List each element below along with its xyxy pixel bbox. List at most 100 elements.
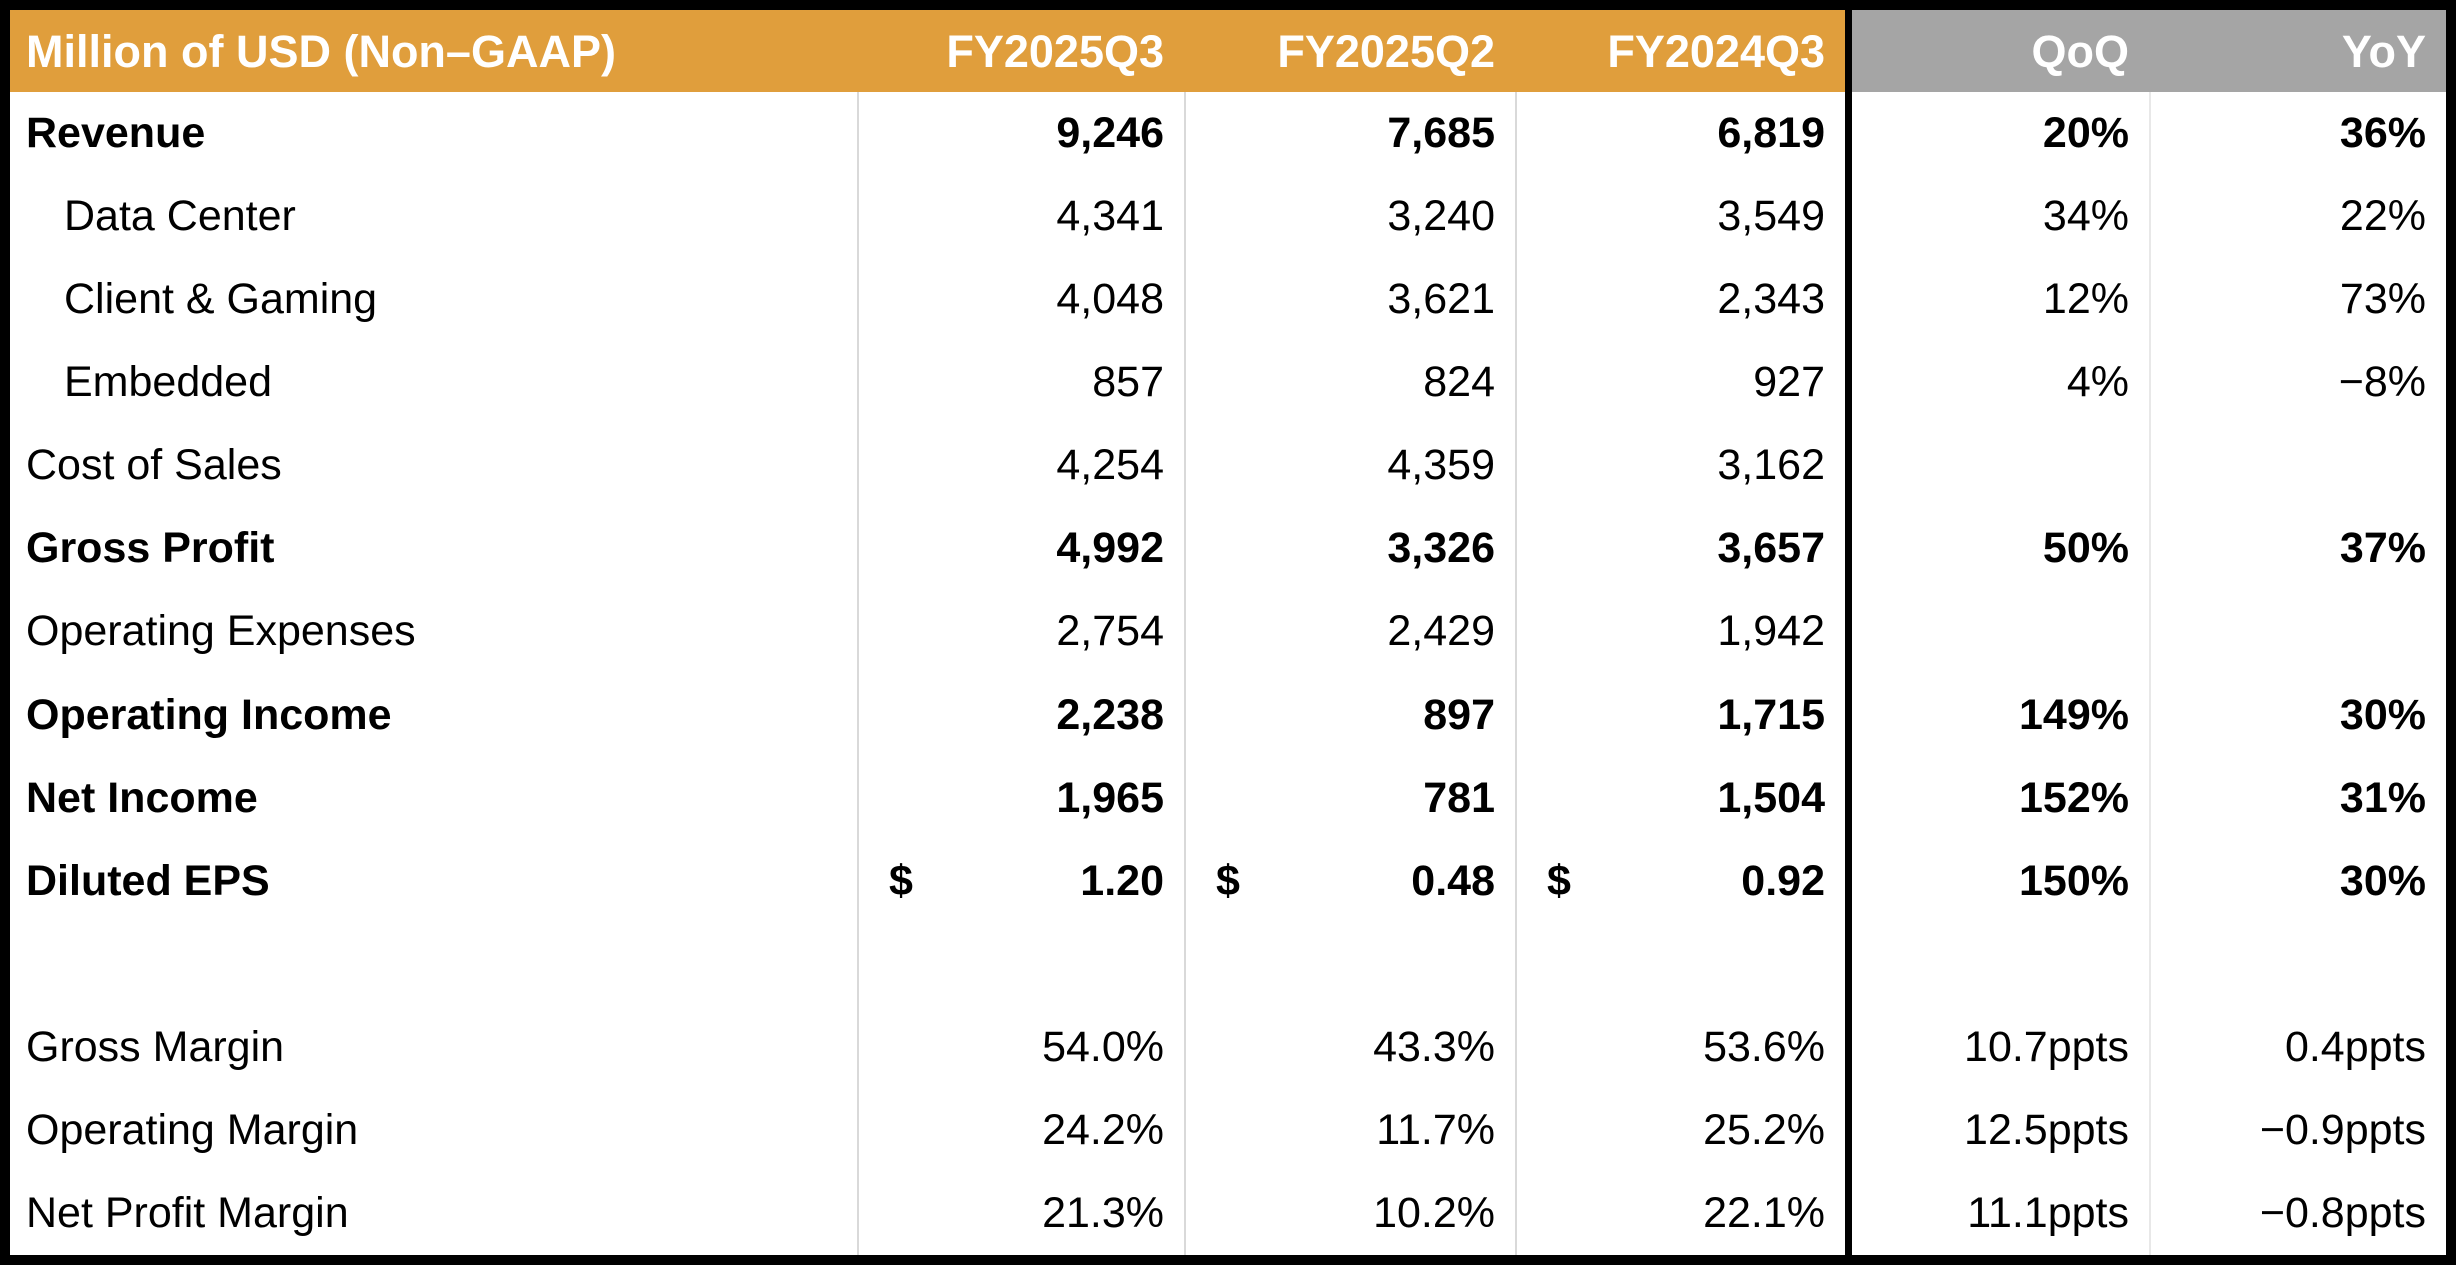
- cell-operating-income-qoq: 149%: [1845, 673, 2149, 757]
- cell-revenue-fy2025q2: 7,685: [1184, 92, 1515, 176]
- cell-gross-margin-yoy: 0.4ppts: [2149, 1005, 2446, 1089]
- cell-client-gaming-yoy: 73%: [2149, 258, 2446, 342]
- label-diluted-eps: Diluted EPS: [26, 856, 270, 905]
- table-header-row: Million of USD (Non–GAAP) FY2025Q3 FY202…: [10, 10, 2446, 92]
- cell-cost-of-sales-qoq: [1845, 424, 2149, 508]
- cell-client-gaming-fy2024q3: 2,343: [1515, 258, 1845, 342]
- cell-operating-expenses-qoq: [1845, 590, 2149, 674]
- label-cost-of-sales: Cost of Sales: [26, 441, 282, 490]
- cell-operating-income-fy2025q2: 897: [1184, 673, 1515, 757]
- cell-gross-profit-fy2024q3: 3,657: [1515, 507, 1845, 591]
- row-operating-income: Operating Income 2,238 897 1,715 149% 30…: [10, 673, 2446, 757]
- dollar-sign: $: [1216, 856, 1240, 905]
- spacer-cell: [857, 922, 1184, 1006]
- cell-client-gaming-fy2025q3: 4,048: [857, 258, 1184, 342]
- column-header-yoy: YoY: [2149, 10, 2446, 92]
- cell-operating-expenses-fy2025q3: 2,754: [857, 590, 1184, 674]
- row-diluted-eps: Diluted EPS $ 1.20 $ 0.48 $ 0.92 150% 30…: [10, 839, 2446, 923]
- cell-cost-of-sales-yoy: [2149, 424, 2446, 508]
- cell-embedded-qoq: 4%: [1845, 341, 2149, 425]
- column-header-qoq: QoQ: [1845, 10, 2149, 92]
- row-gross-profit: Gross Profit 4,992 3,326 3,657 50% 37%: [10, 507, 2446, 591]
- eps-value: 1.20: [1080, 856, 1164, 905]
- cell-operating-margin-yoy: −0.9ppts: [2149, 1088, 2446, 1172]
- row-gross-margin: Gross Margin 54.0% 43.3% 53.6% 10.7ppts …: [10, 1005, 2446, 1089]
- cell-embedded-fy2024q3: 927: [1515, 341, 1845, 425]
- cell-gross-margin-fy2025q3: 54.0%: [857, 1005, 1184, 1089]
- cell-net-income-fy2024q3: 1,504: [1515, 756, 1845, 840]
- row-operating-margin: Operating Margin 24.2% 11.7% 25.2% 12.5p…: [10, 1088, 2446, 1172]
- cell-revenue-qoq: 20%: [1845, 92, 2149, 176]
- column-header-fy2025q2: FY2025Q2: [1184, 10, 1515, 92]
- row-cost-of-sales: Cost of Sales 4,254 4,359 3,162: [10, 424, 2446, 508]
- cell-net-income-qoq: 152%: [1845, 756, 2149, 840]
- cell-net-profit-margin-fy2025q2: 10.2%: [1184, 1171, 1515, 1255]
- cell-revenue-yoy: 36%: [2149, 92, 2446, 176]
- cell-revenue-fy2024q3: 6,819: [1515, 92, 1845, 176]
- cell-operating-income-fy2024q3: 1,715: [1515, 673, 1845, 757]
- label-gross-profit: Gross Profit: [26, 524, 275, 573]
- cell-net-profit-margin-fy2024q3: 22.1%: [1515, 1171, 1845, 1255]
- cell-gross-profit-yoy: 37%: [2149, 507, 2446, 591]
- cell-diluted-eps-yoy: 30%: [2149, 839, 2446, 923]
- column-header-fy2025q3: FY2025Q3: [857, 10, 1184, 92]
- cell-operating-margin-fy2025q3: 24.2%: [857, 1088, 1184, 1172]
- row-operating-expenses: Operating Expenses 2,754 2,429 1,942: [10, 590, 2446, 674]
- cell-net-profit-margin-fy2025q3: 21.3%: [857, 1171, 1184, 1255]
- column-header-fy2024q3: FY2024Q3: [1515, 10, 1845, 92]
- cell-operating-expenses-fy2024q3: 1,942: [1515, 590, 1845, 674]
- row-spacer: [10, 922, 2446, 1006]
- spacer-cell: [1515, 922, 1845, 1006]
- cell-embedded-fy2025q2: 824: [1184, 341, 1515, 425]
- cell-data-center-qoq: 34%: [1845, 175, 2149, 259]
- column-header-metric: Million of USD (Non–GAAP): [10, 10, 857, 92]
- cell-operating-expenses-fy2025q2: 2,429: [1184, 590, 1515, 674]
- cell-operating-margin-fy2024q3: 25.2%: [1515, 1088, 1845, 1172]
- row-data-center: Data Center 4,341 3,240 3,549 34% 22%: [10, 175, 2446, 259]
- label-data-center: Data Center: [64, 192, 296, 241]
- cell-net-profit-margin-qoq: 11.1ppts: [1845, 1171, 2149, 1255]
- cell-gross-profit-qoq: 50%: [1845, 507, 2149, 591]
- cell-gross-margin-fy2025q2: 43.3%: [1184, 1005, 1515, 1089]
- cell-net-income-fy2025q2: 781: [1184, 756, 1515, 840]
- label-operating-margin: Operating Margin: [26, 1105, 359, 1154]
- cell-revenue-fy2025q3: 9,246: [857, 92, 1184, 176]
- cell-gross-margin-fy2024q3: 53.6%: [1515, 1005, 1845, 1089]
- cell-diluted-eps-fy2025q3: $ 1.20: [857, 839, 1184, 923]
- cell-net-income-fy2025q3: 1,965: [857, 756, 1184, 840]
- row-embedded: Embedded 857 824 927 4% −8%: [10, 341, 2446, 425]
- label-embedded: Embedded: [64, 358, 272, 407]
- spacer-cell: [1184, 922, 1515, 1006]
- cell-embedded-yoy: −8%: [2149, 341, 2446, 425]
- eps-value: 0.48: [1411, 856, 1495, 905]
- cell-cost-of-sales-fy2024q3: 3,162: [1515, 424, 1845, 508]
- label-net-income: Net Income: [26, 773, 258, 822]
- cell-operating-expenses-yoy: [2149, 590, 2446, 674]
- spacer-cell: [2149, 922, 2446, 1006]
- dollar-sign: $: [889, 856, 913, 905]
- spacer-cell: [10, 923, 857, 1006]
- spacer-cell: [1845, 922, 2149, 1006]
- label-revenue: Revenue: [26, 109, 206, 158]
- cell-client-gaming-fy2025q2: 3,621: [1184, 258, 1515, 342]
- cell-diluted-eps-fy2025q2: $ 0.48: [1184, 839, 1515, 923]
- row-client-gaming: Client & Gaming 4,048 3,621 2,343 12% 73…: [10, 258, 2446, 342]
- row-revenue: Revenue 9,246 7,685 6,819 20% 36%: [10, 92, 2446, 176]
- label-client-gaming: Client & Gaming: [64, 275, 378, 324]
- cell-operating-margin-fy2025q2: 11.7%: [1184, 1088, 1515, 1172]
- cell-data-center-fy2024q3: 3,549: [1515, 175, 1845, 259]
- dollar-sign: $: [1547, 856, 1571, 905]
- cell-operating-income-fy2025q3: 2,238: [857, 673, 1184, 757]
- cell-data-center-fy2025q3: 4,341: [857, 175, 1184, 259]
- cell-diluted-eps-qoq: 150%: [1845, 839, 2149, 923]
- cell-embedded-fy2025q3: 857: [857, 341, 1184, 425]
- label-net-profit-margin: Net Profit Margin: [26, 1188, 349, 1237]
- cell-operating-margin-qoq: 12.5ppts: [1845, 1088, 2149, 1172]
- cell-diluted-eps-fy2024q3: $ 0.92: [1515, 839, 1845, 923]
- row-net-profit-margin: Net Profit Margin 21.3% 10.2% 22.1% 11.1…: [10, 1171, 2446, 1255]
- cell-cost-of-sales-fy2025q2: 4,359: [1184, 424, 1515, 508]
- cell-net-income-yoy: 31%: [2149, 756, 2446, 840]
- cell-operating-income-yoy: 30%: [2149, 673, 2446, 757]
- label-operating-income: Operating Income: [26, 690, 392, 739]
- cell-gross-profit-fy2025q2: 3,326: [1184, 507, 1515, 591]
